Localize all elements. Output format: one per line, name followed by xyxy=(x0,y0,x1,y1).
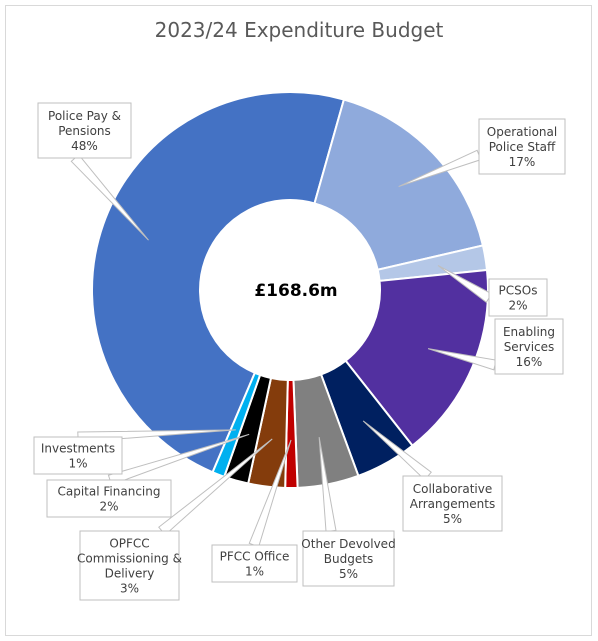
center-total-label: £168.6m xyxy=(254,281,337,301)
slice-label-other-devolved-budgets: Other Devolved xyxy=(301,537,395,551)
slice-label-collaborative-arrangements: Collaborative xyxy=(413,482,493,496)
callout-box-police-pay-and-pensions xyxy=(37,102,132,159)
callout-box-opfcc-commissioning-and-delivery xyxy=(79,530,180,601)
callout-box-pfcc-office xyxy=(211,544,298,583)
slice-label-pcsos: PCSOs xyxy=(499,284,538,298)
slice-label-capital-financing: Capital Financing xyxy=(58,485,161,499)
slice-label-opfcc-commissioning-and-delivery: OPFCC xyxy=(109,537,149,551)
slice-label-police-pay-and-pensions: Police Pay & xyxy=(48,109,121,123)
callout-box-collaborative-arrangements xyxy=(402,475,503,532)
callout-box-investments xyxy=(33,436,123,475)
slice-label-police-pay-and-pensions: Pensions xyxy=(58,124,111,138)
donut-slices xyxy=(91,91,489,489)
slice-percent-pfcc-office: 1% xyxy=(245,565,264,579)
slice-label-operational-police-staff: Operational xyxy=(487,125,557,139)
slice-label-enabling-services: Services xyxy=(504,340,555,354)
callout-box-operational-police-staff xyxy=(478,118,566,175)
slice-percent-capital-financing: 2% xyxy=(99,500,118,514)
callout-box-other-devolved-budgets xyxy=(302,530,395,587)
slice-percent-police-pay-and-pensions: 48% xyxy=(71,139,98,153)
slice-percent-enabling-services: 16% xyxy=(516,355,543,369)
slice-label-investments: Investments xyxy=(41,442,115,456)
callout-box-pcsos xyxy=(488,278,548,317)
slice-label-collaborative-arrangements: Arrangements xyxy=(410,497,495,511)
slice-label-enabling-services: Enabling xyxy=(503,325,555,339)
slice-label-other-devolved-budgets: Budgets xyxy=(324,552,373,566)
slice-police-pay-and-pensions xyxy=(91,91,346,474)
slice-label-opfcc-commissioning-and-delivery: Delivery xyxy=(105,567,155,581)
callout-box-capital-financing xyxy=(46,479,172,518)
slice-percent-collaborative-arrangements: 5% xyxy=(443,512,462,526)
slice-operational-police-staff xyxy=(313,98,485,271)
callout-box-enabling-services xyxy=(494,318,564,375)
slice-label-opfcc-commissioning-and-delivery: Commissioning & xyxy=(77,552,182,566)
slice-percent-operational-police-staff: 17% xyxy=(509,155,536,169)
slice-percent-opfcc-commissioning-and-delivery: 3% xyxy=(120,582,139,596)
slice-label-pfcc-office: PFCC Office xyxy=(220,550,290,564)
slice-percent-pcsos: 2% xyxy=(508,299,527,313)
slice-investments xyxy=(211,371,262,479)
slice-label-operational-police-staff: Police Staff xyxy=(489,140,556,154)
chart-title: 2023/24 Expenditure Budget xyxy=(154,18,444,42)
slice-percent-other-devolved-budgets: 5% xyxy=(339,567,358,581)
slice-percent-investments: 1% xyxy=(68,457,87,471)
slice-enabling-services xyxy=(344,268,489,448)
